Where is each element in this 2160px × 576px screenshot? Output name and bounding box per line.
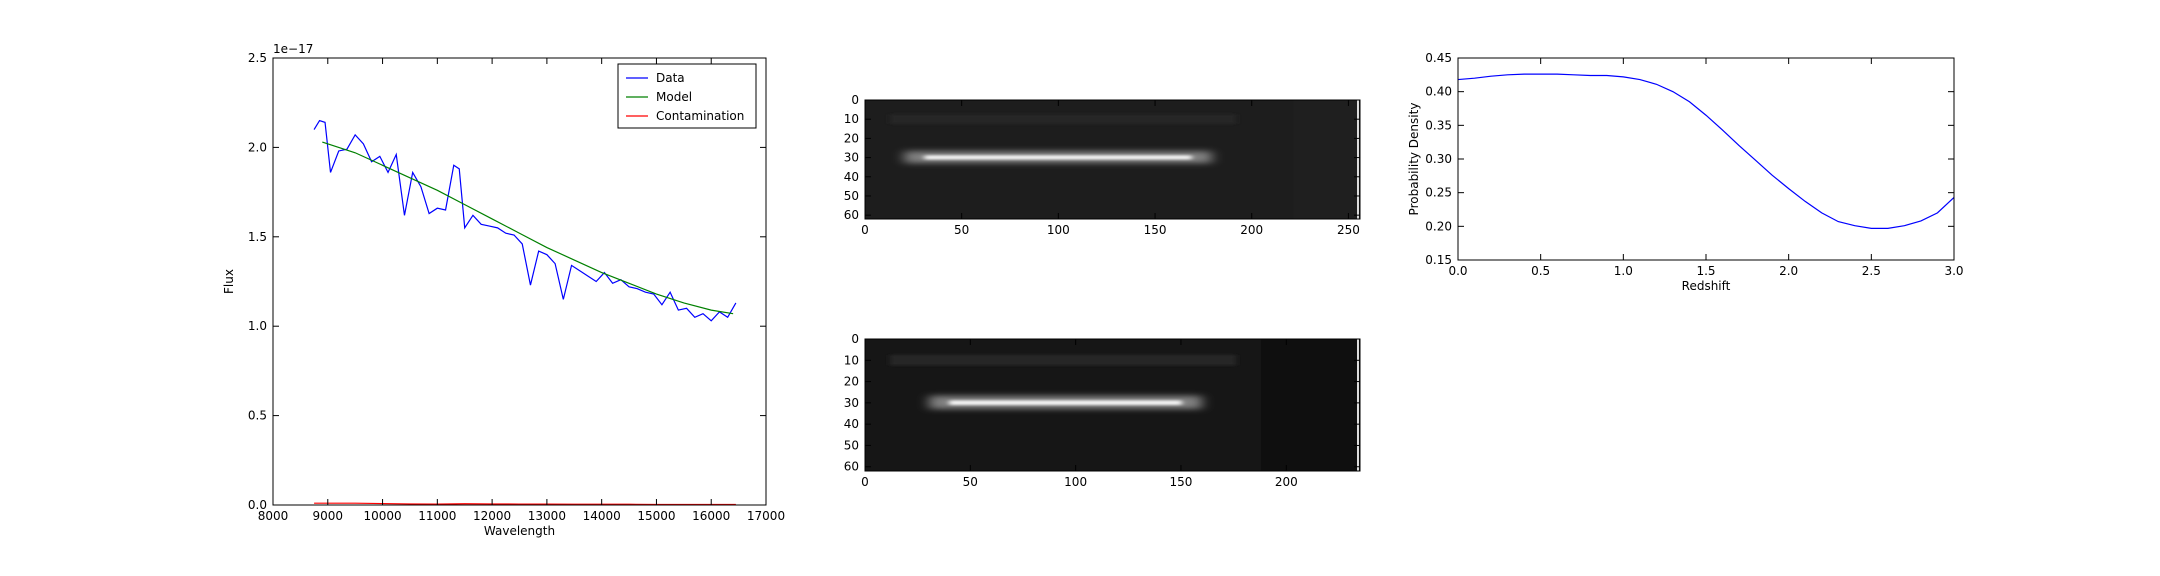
y-tick-label: 0.5 [248, 409, 267, 423]
y-tick-label: 10 [844, 112, 859, 126]
x-tick-label: 2.0 [1779, 264, 1798, 278]
y-tick-label: 2.5 [248, 51, 267, 65]
x-tick-label: 9000 [313, 509, 344, 523]
y-tick-label: 0.45 [1425, 51, 1452, 65]
image-empty-region [1261, 339, 1360, 471]
y-tick-label: 40 [844, 170, 859, 184]
y-tick-label: 0 [851, 332, 859, 346]
x-tick-label: 3.0 [1944, 264, 1963, 278]
series-line [1457, 73, 1955, 229]
y-tick-label: 20 [844, 375, 859, 389]
y-tick-label: 20 [844, 131, 859, 145]
axes-frame [864, 338, 1361, 472]
x-tick-label: 200 [1275, 475, 1298, 489]
x-tick-label: 0 [861, 223, 869, 237]
x-tick-label: 8000 [258, 509, 289, 523]
trace-core [924, 155, 1192, 160]
x-tick-label: 13000 [528, 509, 566, 523]
y-tick-label: 0.30 [1425, 152, 1452, 166]
y-tick-label: 0.20 [1425, 219, 1452, 233]
y-tick-label: 2.0 [248, 140, 267, 154]
y-tick-label: 0 [851, 93, 859, 107]
axes-frame [1457, 57, 1955, 261]
x-tick-label: 17000 [747, 509, 785, 523]
y-axis-label: Probability Density [1407, 103, 1421, 216]
x-axis-label: Redshift [1682, 279, 1731, 293]
image-empty-region [1293, 100, 1360, 219]
y-tick-label: 40 [844, 417, 859, 431]
spectrum-image [865, 339, 1360, 471]
x-tick-label: 16000 [692, 509, 730, 523]
x-tick-label: 100 [1047, 223, 1070, 237]
y-tick-label: 0.15 [1425, 253, 1452, 267]
y-tick-label: 0.40 [1425, 85, 1452, 99]
x-tick-label: 50 [963, 475, 978, 489]
legend-label: Model [656, 90, 692, 104]
x-tick-label: 150 [1170, 475, 1193, 489]
series-line [322, 141, 734, 315]
y-tick-label: 50 [844, 189, 859, 203]
x-tick-label: 15000 [637, 509, 675, 523]
y-tick-label: 10 [844, 353, 859, 367]
x-tick-label: 0.5 [1531, 264, 1550, 278]
y-tick-label: 1.0 [248, 319, 267, 333]
legend-box [617, 63, 757, 129]
series-line [314, 502, 736, 506]
y-tick-label: 30 [844, 396, 859, 410]
spectrum-image [865, 100, 1360, 219]
offset-text: 1e−17 [273, 42, 313, 56]
x-tick-label: 14000 [583, 509, 621, 523]
x-tick-label: 150 [1144, 223, 1167, 237]
x-tick-label: 250 [1337, 223, 1360, 237]
image-faint-band [889, 114, 1237, 124]
y-tick-label: 0.25 [1425, 186, 1452, 200]
x-tick-label: 100 [1064, 475, 1087, 489]
x-tick-label: 0 [861, 475, 869, 489]
x-tick-label: 11000 [418, 509, 456, 523]
y-tick-label: 0.35 [1425, 118, 1452, 132]
y-tick-label: 1.5 [248, 230, 267, 244]
legend-label: Contamination [656, 109, 744, 123]
y-tick-label: 50 [844, 438, 859, 452]
x-tick-label: 2.5 [1862, 264, 1881, 278]
y-tick-label: 30 [844, 151, 859, 165]
series-line [313, 119, 737, 322]
y-axis-label: Flux [222, 269, 236, 294]
x-tick-label: 10000 [363, 509, 401, 523]
y-tick-label: 60 [844, 208, 859, 222]
axes-frame [864, 99, 1361, 220]
x-axis-label: Wavelength [484, 524, 555, 538]
legend-label: Data [656, 71, 685, 85]
x-tick-label: 12000 [473, 509, 511, 523]
image-faint-band [889, 354, 1237, 366]
x-tick-label: 1.5 [1696, 264, 1715, 278]
x-tick-label: 50 [954, 223, 969, 237]
axes-frame [272, 57, 767, 506]
x-tick-label: 1.0 [1614, 264, 1633, 278]
y-tick-label: 60 [844, 460, 859, 474]
x-tick-label: 0.0 [1448, 264, 1467, 278]
y-tick-label: 0.0 [248, 498, 267, 512]
trace-core [949, 400, 1182, 405]
x-tick-label: 200 [1240, 223, 1263, 237]
